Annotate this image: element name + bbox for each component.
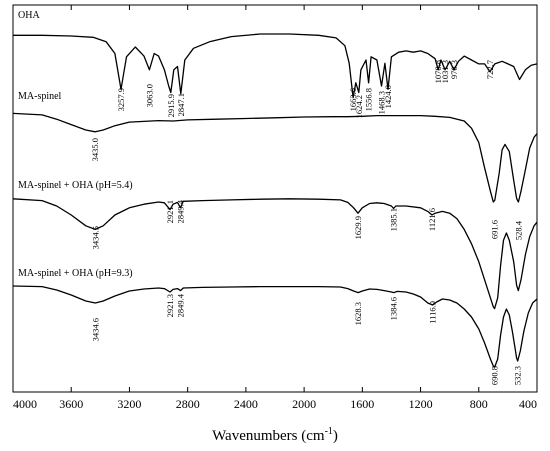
- peak-label: 2921.3: [165, 294, 175, 317]
- peak-label: 2849.4: [175, 293, 185, 317]
- x-tick-label: 800: [470, 397, 488, 411]
- peak-label: 1663.6: [348, 88, 358, 111]
- peak-label: 691.6: [490, 220, 500, 239]
- peak-label: 528.4: [513, 220, 523, 240]
- peak-label: 690.8: [490, 366, 500, 385]
- series-label-ma-spinel-oha-ph93: MA-spinel + OHA (pH=9.3): [18, 268, 133, 279]
- peak-label: 1078.8: [433, 60, 443, 83]
- series-label-ma-spinel: MA-spinel: [18, 91, 62, 102]
- x-tick-label: 400: [519, 397, 537, 411]
- x-tick-label: 2000: [292, 397, 316, 411]
- spectrum-line: [12, 198, 538, 310]
- plot-frame: [12, 4, 538, 393]
- x-tick-marks: [12, 5, 538, 392]
- peak-label: 1116.9: [428, 301, 438, 324]
- peak-label: 1424.0: [383, 85, 393, 108]
- peak-label: 3257.9: [116, 88, 126, 111]
- x-axis-title: Wavenumbers (cm-1): [212, 426, 338, 444]
- peak-label: 2847.1: [176, 93, 186, 116]
- peak-label: 2921.1: [165, 200, 175, 223]
- spectrum-line: [13, 33, 538, 99]
- spectrum-line: [12, 285, 538, 368]
- x-tick-label: 3200: [117, 397, 141, 411]
- x-tick-label: 3600: [59, 397, 83, 411]
- x-tick-label: 2400: [234, 397, 258, 411]
- peak-label: 1121.6: [427, 208, 437, 231]
- x-axis-title-superscript: -1: [325, 426, 333, 437]
- spectrum-line: [12, 112, 538, 203]
- peak-label: 3434.5: [90, 226, 100, 249]
- peak-label: 722.7: [485, 60, 495, 79]
- peak-label: 2915.9: [166, 94, 176, 117]
- peak-label: 3063.0: [144, 84, 154, 107]
- peak-label: 3434.6: [90, 318, 100, 341]
- series-label-ma-spinel-oha-ph54: MA-spinel + OHA (pH=5.4): [18, 180, 133, 191]
- peak-label: 1468.3: [377, 91, 387, 114]
- peak-label: 1628.3: [353, 302, 363, 325]
- peak-label: 1556.8: [364, 88, 374, 111]
- peak-label: 1624.2: [354, 95, 364, 118]
- series-label-oha: OHA: [18, 10, 40, 21]
- x-axis-title-text: Wavenumbers (cm: [212, 428, 325, 444]
- peak-label: 532.3: [513, 366, 523, 385]
- peak-label: 1629.9: [353, 216, 363, 239]
- peak-label: 1385.1: [389, 208, 399, 231]
- x-tick-label: 2800: [176, 397, 200, 411]
- x-tick-label: 1200: [409, 397, 433, 411]
- peak-label: 2849.4: [175, 199, 185, 223]
- peak-label: 1384.6: [389, 297, 399, 320]
- x-axis-title-close: ): [333, 428, 338, 444]
- peak-label: 3435.0: [90, 138, 100, 161]
- x-tick-label: 4000: [13, 397, 37, 411]
- x-axis: 4000 3600 3200 2800 2400 2000 1600 1200 …: [12, 5, 538, 411]
- x-tick-label: 1600: [350, 397, 374, 411]
- spectra: [12, 33, 538, 368]
- peak-label: 1031.3: [440, 60, 450, 83]
- peak-label: 970.3: [449, 60, 459, 79]
